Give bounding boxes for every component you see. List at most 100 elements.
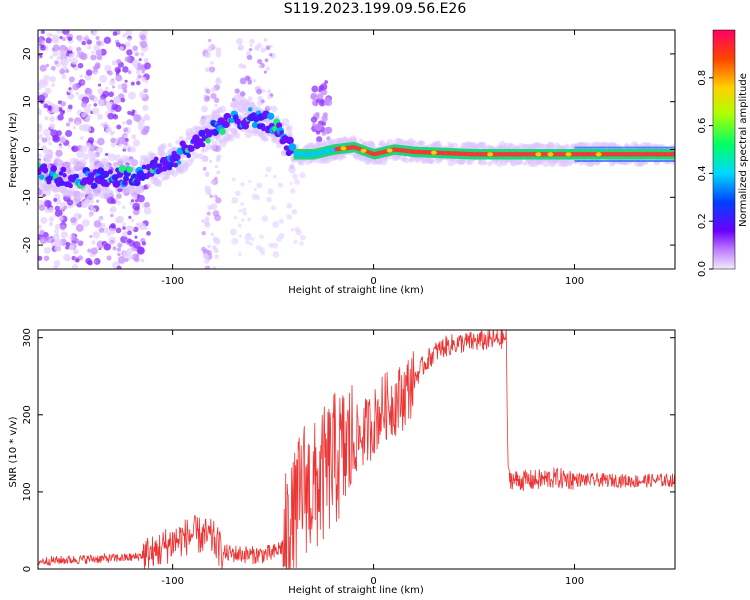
noise-speckle (91, 240, 96, 245)
noise-speckle (72, 196, 81, 205)
noise-speckle (258, 247, 265, 254)
ridge-edge (575, 160, 578, 163)
noise-speckle (72, 83, 80, 91)
noise-speckle (140, 64, 145, 69)
noise-speckle (40, 216, 48, 224)
ridge-edge (652, 160, 655, 163)
ridge-core (384, 149, 386, 154)
noise-speckle (122, 230, 129, 238)
noise-speckle (126, 238, 132, 244)
noise-speckle (69, 93, 75, 99)
ridge-core (467, 151, 469, 157)
noise-speckle (54, 245, 62, 252)
ridge-edge (609, 160, 612, 163)
noise-speckle (111, 60, 118, 66)
noise-speckle (54, 209, 63, 217)
noise-speckle (143, 88, 149, 94)
noise-speckle (143, 57, 149, 63)
noise-speckle (85, 142, 92, 149)
noise-speckle (256, 88, 263, 95)
ridge-core (661, 152, 663, 157)
ridge-core (380, 150, 383, 155)
noise-speckle (97, 99, 105, 107)
noise-speckle (77, 240, 83, 247)
ridge-core (651, 152, 654, 157)
ridge-edge (667, 160, 669, 163)
noise-speckle (203, 219, 210, 226)
ridge-halo (197, 153, 204, 160)
snr-y-tick-label: 100 (22, 482, 33, 501)
ridge-edge (666, 146, 668, 149)
ridge-edge (615, 146, 618, 149)
ridge-core (603, 152, 606, 157)
ridge-core (429, 150, 432, 155)
noise-speckle (87, 248, 92, 253)
ridge-edge (633, 146, 636, 149)
noise-speckle (315, 98, 321, 103)
noise-speckle (240, 91, 246, 97)
ridge-edge (584, 146, 586, 149)
ridge-hotspot (487, 152, 494, 157)
ridge-edge (608, 160, 610, 163)
ridge-core (449, 151, 451, 156)
noise-speckle (116, 247, 122, 252)
ridge-core (494, 152, 497, 157)
ridge-halo (247, 96, 253, 102)
ridge-core (645, 152, 648, 157)
ridge-core (504, 152, 507, 157)
noise-speckle (207, 192, 212, 196)
ridge-edge (575, 146, 578, 149)
noise-speckle (123, 88, 128, 94)
noise-speckle (54, 223, 61, 230)
noise-speckle (137, 246, 145, 255)
ridge-core (582, 152, 585, 157)
spectrogram-y-tick-label: -10 (22, 189, 33, 205)
snr-series-line (38, 330, 675, 569)
ridge-edge (638, 160, 641, 163)
ridge-core (382, 149, 385, 155)
ridge-edge (661, 146, 663, 149)
noise-speckle (272, 221, 280, 228)
noise-speckle (234, 88, 240, 94)
ridge-core (470, 152, 473, 157)
ridge-halo (70, 167, 77, 173)
ridge-edge (664, 146, 667, 149)
ridge-edge (585, 160, 587, 163)
ridge-core (498, 152, 501, 157)
noise-speckle (58, 215, 64, 221)
ridge-core (304, 152, 307, 157)
ridge-core (552, 152, 555, 157)
ridge-core (558, 152, 561, 157)
noise-speckle (113, 95, 121, 104)
noise-speckle (209, 43, 216, 50)
noise-speckle (81, 101, 87, 108)
noise-speckle (241, 218, 245, 222)
ridge-halo (192, 152, 199, 159)
ridge-edge (620, 160, 622, 163)
ridge-edge (602, 160, 604, 163)
ridge-edge (636, 146, 638, 149)
ridge-core (373, 151, 375, 157)
noise-speckle (212, 194, 217, 199)
ridge-hotspot (430, 150, 437, 155)
ridge-edge (636, 160, 638, 163)
noise-speckle (65, 69, 70, 74)
ridge-edge (593, 160, 596, 163)
noise-speckle (246, 54, 253, 61)
ridge-core (404, 148, 407, 153)
ridge-mark (186, 153, 192, 159)
ridge-halo (584, 142, 591, 148)
noise-speckle (39, 80, 48, 88)
ridge-core (574, 152, 577, 157)
ridge-core (666, 152, 668, 157)
noise-speckle (98, 216, 103, 221)
ridge-edge (632, 146, 634, 149)
noise-speckle (144, 226, 148, 231)
noise-speckle (267, 89, 272, 94)
snr-y-tick-label: 300 (22, 328, 33, 347)
noise-speckle (59, 35, 63, 40)
ridge-edge (668, 160, 671, 163)
ridge-halo (289, 163, 295, 169)
noise-speckle (53, 198, 58, 202)
noise-speckle (216, 154, 222, 160)
